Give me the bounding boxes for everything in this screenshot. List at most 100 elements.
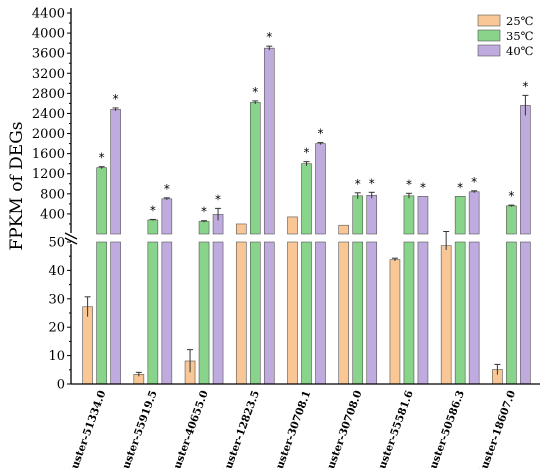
bar [520, 105, 531, 235]
bar-lower-segment [403, 241, 415, 385]
y-tick-label: 400 [40, 207, 65, 222]
x-category-label: Cluster-30708.1 [270, 389, 314, 468]
bar-group: * [161, 182, 173, 385]
x-category-label: Cluster-40655.0 [167, 389, 211, 468]
legend-swatch [477, 44, 501, 57]
y-tick-label: 50 [48, 236, 65, 251]
bar [147, 219, 159, 235]
y-tick-label: 20 [48, 321, 65, 336]
bar-lower-segment [315, 241, 326, 385]
bar [198, 221, 210, 235]
significance-star: * [252, 85, 258, 99]
bar [110, 109, 121, 235]
bar [161, 198, 173, 235]
legend-item: 35℃ [477, 29, 534, 43]
bar-lower-segment [161, 241, 173, 385]
bar [263, 47, 275, 235]
legend-label: 25℃ [506, 14, 534, 28]
bar [366, 195, 378, 235]
y-tick-label: 4000 [32, 27, 65, 42]
y-tick-label: 800 [40, 187, 65, 202]
bar-group: * [315, 127, 326, 385]
significance-star: * [522, 79, 528, 93]
y-tick-label: 2400 [32, 107, 65, 122]
x-category-labels: Cluster-51334.0 Cluster-55919.5 Cluster-40… [65, 389, 518, 468]
bar-group: * [506, 189, 517, 385]
bar [440, 245, 452, 385]
x-category-label: Cluster-18607.0 [475, 389, 519, 468]
bar-group: * [249, 85, 261, 385]
y-tick-label: 3600 [32, 47, 65, 62]
bar-lower-segment [235, 241, 247, 385]
bar-group: * [212, 192, 224, 385]
bar-group [287, 216, 298, 385]
significance-star: * [215, 192, 221, 206]
significance-star: * [318, 127, 324, 141]
bar-series-group: * * * * * * * * * * * * * * * * * * [82, 30, 531, 385]
bar-group: * [468, 175, 480, 385]
y-tick-label: 3200 [32, 67, 65, 82]
bar-group [440, 230, 452, 385]
x-category-label: Cluster-12823.5 [218, 389, 262, 468]
bar-lower-segment [454, 241, 466, 385]
bar-lower-segment [352, 241, 364, 385]
legend-swatch [477, 14, 501, 27]
y-tick-label: 1600 [32, 147, 65, 162]
bar-group: * [352, 177, 364, 385]
bar-lower-segment [212, 241, 224, 385]
bar-lower-segment [417, 241, 429, 385]
bar-lower-segment [198, 241, 210, 385]
bar [82, 306, 93, 385]
bar-lower-segment [520, 241, 531, 385]
significance-star: * [355, 177, 361, 191]
y-tick-label: 2800 [32, 87, 65, 102]
bar-group: * [110, 92, 121, 385]
bar [403, 195, 415, 235]
significance-star: * [471, 175, 477, 189]
bar-group [492, 363, 503, 385]
bar-group [133, 371, 145, 385]
bar [249, 102, 261, 235]
y-tick-label: 40 [48, 264, 65, 279]
y-tick-label: 1200 [32, 167, 65, 182]
significance-star: * [304, 146, 310, 160]
legend-label: 35℃ [506, 29, 534, 43]
legend-item: 25℃ [477, 14, 534, 28]
lower-y-axis-ticks: 0 10 20 30 40 50 [48, 236, 71, 393]
significance-star: * [369, 176, 375, 190]
bar [389, 259, 401, 385]
x-category-label: Cluster-55581.6 [372, 389, 416, 468]
bar-group [389, 257, 401, 385]
axis-break-mark [64, 237, 78, 245]
bar-lower-segment [366, 241, 378, 385]
bar [96, 167, 107, 235]
bar-lower-segment [249, 241, 261, 385]
bar-lower-segment [96, 241, 107, 385]
bar-lower-segment [147, 241, 159, 385]
bar-group: * [96, 151, 107, 385]
y-tick-label: 30 [48, 292, 65, 307]
bar-lower-segment [301, 241, 312, 385]
legend-item: 40℃ [477, 44, 534, 58]
bar-group [338, 224, 350, 385]
significance-star: * [201, 205, 207, 219]
bar-lower-segment [287, 241, 298, 385]
y-axis-label: FPKM of DEGs [7, 121, 27, 250]
bar [468, 191, 480, 235]
bar-group: * [403, 177, 415, 385]
significance-star: * [150, 203, 156, 217]
x-category-label: Cluster-50586.3 [423, 389, 467, 468]
significance-star: * [508, 189, 514, 203]
bar-lower-segment [338, 241, 350, 385]
significance-star: * [113, 92, 119, 106]
bar-group: * [417, 180, 429, 385]
bar-group [82, 296, 93, 385]
bar-lower-segment [468, 241, 480, 385]
legend-label: 40℃ [506, 44, 534, 58]
y-tick-label: 4400 [32, 7, 65, 22]
bar-group [184, 349, 196, 385]
significance-star: * [99, 151, 105, 165]
y-tick-label: 10 [48, 349, 65, 364]
significance-star: * [266, 30, 272, 44]
y-tick-label: 2000 [32, 127, 65, 142]
